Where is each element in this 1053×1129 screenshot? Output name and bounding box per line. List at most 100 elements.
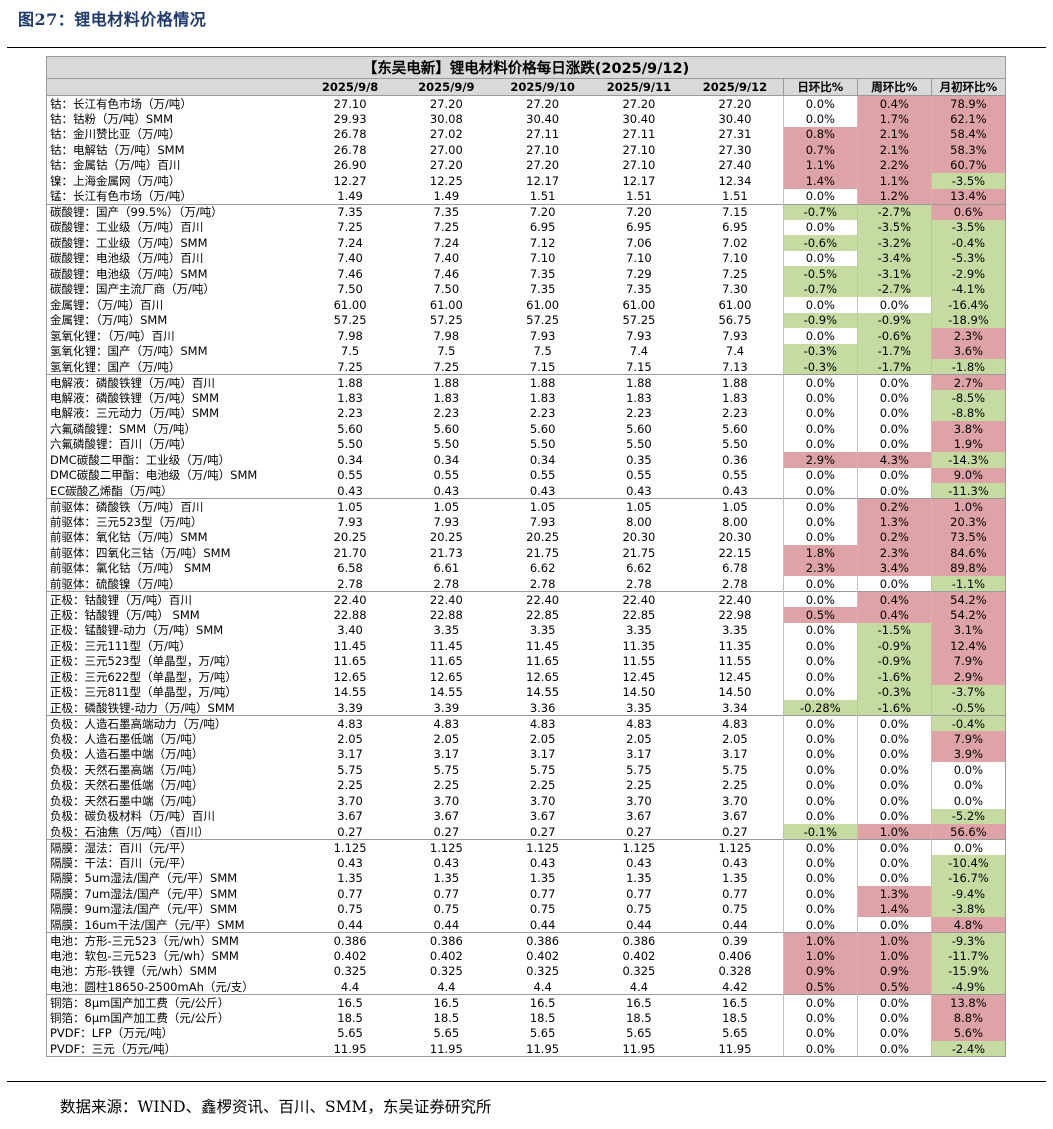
- monthly-change-cell: -14.3%: [930, 452, 1007, 468]
- price-cell: 3.17: [722, 747, 748, 762]
- monthly-change-cell: 0.6%: [930, 203, 1007, 220]
- price-cell: 1.125: [398, 839, 495, 855]
- row-label: DMC碳酸二甲酯：电池级（万/吨）SMM: [45, 467, 302, 483]
- daily-change-cell: 0.0%: [782, 855, 858, 871]
- weekly-change-cell: 0.0%: [856, 405, 932, 421]
- monthly-change-cell: -3.7%: [930, 684, 1007, 700]
- row-label: 正极：钴酸锂（万/吨）百川: [45, 591, 302, 607]
- daily-change-cell: -0.3%: [782, 343, 858, 359]
- price-cell: 61.00: [622, 297, 656, 312]
- row-label: 前驱体：氧化钴（万/吨）SMM: [45, 529, 302, 545]
- price-cell: 1.125: [590, 839, 688, 855]
- price-cell: 11.35: [718, 638, 752, 653]
- price-cell: 1.83: [626, 390, 652, 405]
- row-label: 负极：人造石墨低端（万/吨）: [45, 731, 302, 747]
- weekly-change-cell: -1.7%: [856, 359, 932, 375]
- monthly-change-cell: 3.9%: [930, 746, 1007, 762]
- table-row: 碳酸锂：电池级（万/吨）SMM 7.46 7.46 7.35 7.29 7.25 -0.5%…: [45, 266, 1007, 282]
- weekly-change-cell: 0.4%: [856, 95, 932, 111]
- daily-change-cell: 0.5%: [782, 979, 858, 995]
- daily-change-cell: 0.0%: [782, 793, 858, 809]
- daily-change-cell: 0.0%: [782, 250, 858, 266]
- monthly-change-cell: 78.9%: [930, 95, 1007, 111]
- daily-change-cell: 0.0%: [782, 1041, 858, 1057]
- daily-change-cell: 0.5%: [782, 607, 858, 623]
- row-label: 前驱体：硫酸镍（万/吨）: [45, 576, 302, 592]
- row-label: 隔膜：湿法：百川（元/平）: [45, 839, 302, 855]
- table-row: 氢氧化锂：（万/吨）百川 7.98 7.98 7.93 7.93 7.93 0.0% -0.6…: [45, 328, 1007, 344]
- table-row: 正极：三元111型（万/吨） 11.45 11.45 11.45 11.35 11.35 0…: [45, 638, 1007, 654]
- row-label: 金属锂：（万/吨）SMM: [45, 312, 302, 328]
- weekly-change-cell: 0.0%: [856, 839, 932, 855]
- price-cell: 2.78: [529, 576, 556, 591]
- price-cell: 3.70: [722, 793, 748, 808]
- price-cell: 7.50: [433, 282, 460, 297]
- price-cell: 7.5: [437, 344, 456, 359]
- weekly-change-cell: 0.0%: [856, 390, 932, 406]
- row-label: 正极：磷酸铁锂-动力（万/吨）SMM: [45, 700, 302, 716]
- daily-change-cell: 0.0%: [782, 917, 858, 933]
- price-cell: 27.31: [718, 127, 752, 142]
- monthly-change-cell: 58.3%: [930, 142, 1007, 158]
- price-cell: 1.83: [337, 390, 363, 405]
- table-row: 正极：锰酸锂-动力（万/吨）SMM 3.40 3.35 3.35 3.35 3.35 0.0…: [45, 622, 1007, 638]
- daily-change-cell: 0.0%: [782, 762, 858, 778]
- monthly-change-cell: -3.8%: [930, 901, 1007, 917]
- monthly-change-cell: 54.2%: [930, 591, 1007, 607]
- price-cell: 3.17: [626, 747, 652, 762]
- header-monthly-change: 月初环比%: [930, 78, 1007, 96]
- daily-change-cell: 0.0%: [782, 529, 858, 545]
- header-weekly-change: 周环比%: [856, 78, 932, 96]
- price-cell: 18.5: [722, 1010, 748, 1025]
- weekly-change-cell: 4.3%: [856, 452, 932, 468]
- price-cell: 3.35: [433, 623, 460, 638]
- price-cell: 57.25: [429, 313, 463, 328]
- price-cell: 26.78: [333, 142, 367, 157]
- price-cell: 7.46: [337, 266, 363, 281]
- monthly-change-cell: -8.5%: [930, 390, 1007, 406]
- price-cell: 7.24: [337, 235, 363, 250]
- weekly-change-cell: -1.7%: [856, 343, 932, 359]
- price-cell: 11.65: [333, 654, 367, 669]
- price-cell: 0.27: [433, 824, 460, 839]
- price-cell: 20.25: [429, 530, 463, 545]
- price-cell: 21.70: [333, 545, 367, 560]
- daily-change-cell: 1.1%: [782, 157, 858, 173]
- price-cell: 2.78: [722, 576, 748, 591]
- price-cell: 7.50: [337, 282, 363, 297]
- price-cell: 22.85: [526, 607, 560, 622]
- row-label: 碳酸锂：电池级（万/吨）百川: [45, 250, 302, 266]
- weekly-change-cell: -0.9%: [856, 312, 932, 328]
- weekly-change-cell: 1.7%: [856, 111, 932, 127]
- price-cell: 61.00: [718, 297, 752, 312]
- monthly-change-cell: 13.8%: [930, 994, 1007, 1010]
- row-label: 负极：碳负极材料（万/吨）百川: [45, 808, 302, 824]
- row-label: 氢氧化锂：国产（万/吨）SMM: [45, 343, 302, 359]
- row-label: 电池：圆柱18650-2500mAh（元/支）: [45, 979, 302, 995]
- table-row: 负极：人造石墨高端动力（万/吨） 4.83 4.83 4.83 4.83 4.83 0.0%…: [45, 715, 1007, 731]
- price-cell: 5.50: [529, 437, 556, 452]
- daily-change-cell: -0.3%: [782, 359, 858, 375]
- price-cell: 7.20: [590, 203, 688, 220]
- price-cell: 0.43: [626, 855, 652, 870]
- price-cell: 0.55: [626, 468, 652, 483]
- price-cell: 5.75: [626, 762, 652, 777]
- price-cell: 16.5: [301, 994, 399, 1010]
- price-cell: 16.5: [398, 994, 495, 1010]
- price-cell: 0.77: [433, 886, 460, 901]
- daily-change-cell: 0.0%: [782, 514, 858, 530]
- price-cell: 26.90: [333, 158, 367, 173]
- bottom-rule: [7, 1081, 1046, 1082]
- price-cell: 5.50: [722, 437, 748, 452]
- price-cell: 0.75: [722, 902, 748, 917]
- table-row: 负极：人造石墨低端（万/吨） 2.05 2.05 2.05 2.05 2.05 0.0% 0.…: [45, 731, 1007, 747]
- price-cell: 12.17: [622, 173, 656, 188]
- price-cell: 2.78: [626, 576, 652, 591]
- table-row: EC碳酸乙烯酯（万/吨） 0.43 0.43 0.43 0.43 0.43 0.0% 0.0%…: [45, 483, 1007, 499]
- table-row: 氢氧化锂：国产（万/吨） 7.25 7.25 7.15 7.15 7.13 -0.3% -1.…: [45, 359, 1007, 375]
- monthly-change-cell: 73.5%: [930, 529, 1007, 545]
- price-cell: 16.5: [494, 994, 591, 1010]
- price-cell: 18.5: [626, 1010, 652, 1025]
- price-cell: 27.10: [526, 142, 560, 157]
- price-cell: 0.77: [626, 886, 652, 901]
